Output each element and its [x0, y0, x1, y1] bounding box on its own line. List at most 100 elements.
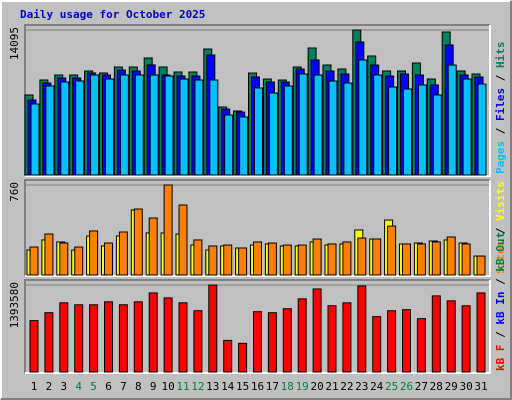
bar [179, 78, 189, 176]
legend-separator: / [494, 127, 507, 134]
panel-edge-light [25, 280, 491, 374]
bar [387, 310, 397, 373]
bar [402, 243, 411, 276]
bar [193, 310, 203, 373]
bar [403, 88, 412, 176]
bar [431, 295, 441, 373]
bar [105, 78, 114, 176]
x-tick-label: 30 [459, 380, 472, 393]
x-tick-label: 26 [400, 380, 413, 393]
bar [387, 225, 397, 276]
bar [446, 300, 456, 373]
x-tick-label: 12 [191, 380, 204, 393]
legend-entry: kB F [494, 345, 507, 372]
bar [282, 244, 292, 276]
x-tick-label: 4 [75, 380, 82, 393]
bar [254, 87, 263, 176]
bar [224, 114, 234, 176]
x-tick-label: 3 [60, 380, 67, 393]
bar [74, 304, 84, 373]
bar [446, 236, 456, 276]
legend-separator: / [494, 278, 507, 285]
bar [373, 74, 383, 176]
bar [388, 86, 398, 176]
x-tick-label: 20 [310, 380, 323, 393]
bar [432, 94, 442, 176]
x-tick-label: 29 [445, 380, 458, 393]
bar [297, 244, 307, 276]
x-tick-label: 31 [474, 380, 487, 393]
bar [163, 184, 173, 276]
bar [194, 79, 204, 176]
bar [327, 305, 337, 373]
bar [148, 217, 158, 276]
bar [372, 316, 382, 373]
bar [74, 246, 84, 276]
bar [239, 116, 249, 176]
x-tick-label: 24 [370, 380, 384, 393]
bar [118, 231, 128, 276]
bar [104, 301, 113, 373]
bar [267, 242, 277, 276]
bar [208, 245, 218, 276]
bar [133, 301, 143, 373]
bar [476, 292, 486, 373]
bar [372, 238, 382, 276]
y-tick-label: 14095 [8, 27, 21, 60]
bar [209, 79, 219, 176]
x-tick-label: 28 [430, 380, 443, 393]
bar [358, 59, 368, 176]
legend: Sites / Visits [494, 181, 507, 274]
bar [268, 92, 278, 176]
bar [447, 64, 457, 176]
bar [416, 243, 426, 276]
bar [30, 103, 40, 176]
bar [134, 74, 144, 176]
x-tick-label: 5 [90, 380, 97, 393]
bar [461, 305, 471, 373]
bar [416, 318, 426, 373]
bar [402, 309, 411, 373]
bar [193, 239, 203, 276]
bar [461, 243, 471, 276]
x-tick-label: 2 [46, 380, 53, 393]
bar [90, 74, 100, 176]
bar [298, 73, 308, 176]
legend-entry: Hits [494, 42, 507, 69]
x-tick-label: 17 [266, 380, 279, 393]
legend: kB F / kB In / kB Out [494, 232, 507, 371]
x-tick-label: 22 [340, 380, 353, 393]
chart-title: Daily usage for October 2025 [20, 8, 205, 21]
bar [208, 284, 218, 373]
bar [29, 246, 39, 276]
bar [476, 255, 486, 276]
bar [44, 312, 54, 373]
x-tick-label: 1 [31, 380, 38, 393]
x-tick-label: 16 [251, 380, 264, 393]
bar [431, 241, 441, 276]
bar [343, 82, 353, 176]
bar [342, 241, 352, 276]
bar [223, 244, 233, 276]
legend-entry: kB Out [494, 232, 507, 272]
bar [253, 311, 262, 373]
bar [462, 78, 472, 176]
bar [149, 74, 159, 176]
legend-separator: / [494, 227, 507, 234]
bar [29, 320, 39, 373]
bar [282, 308, 292, 373]
bar [297, 298, 307, 373]
legend-separator: / [494, 331, 507, 338]
bar [164, 75, 174, 176]
bar [283, 85, 293, 176]
bar [178, 302, 188, 373]
x-tick-label: 7 [120, 380, 127, 393]
y-tick-label: 760 [8, 182, 21, 202]
bar [267, 312, 277, 373]
bar [223, 339, 233, 373]
bar [312, 238, 322, 276]
bar [342, 302, 352, 373]
x-tick-label: 9 [150, 380, 157, 393]
